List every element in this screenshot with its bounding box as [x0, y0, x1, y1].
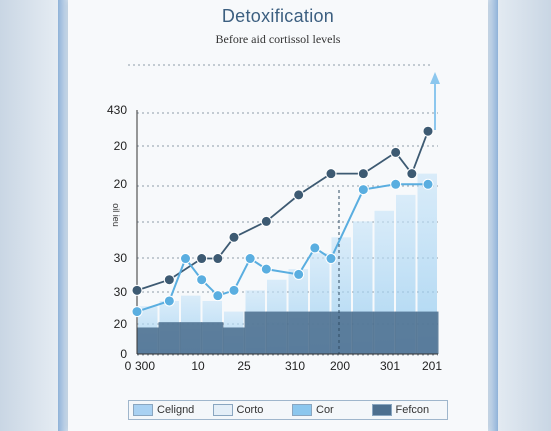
series-point: [260, 215, 272, 227]
y-tick-label: 0: [120, 347, 127, 361]
chart-subtitle: Before aid cortissol levels: [215, 32, 341, 46]
arrow-head: [430, 72, 440, 84]
y-tick-label: 20: [114, 139, 128, 153]
series-point: [196, 274, 208, 286]
series-point: [196, 253, 208, 265]
x-tick-label: 300: [135, 359, 155, 373]
series-point: [163, 295, 175, 307]
legend-label: Celignd: [157, 404, 195, 416]
legend-label: Cor: [316, 404, 334, 416]
area-dark-bar: [287, 311, 310, 354]
y-axis-label: oil ieu: [111, 203, 121, 227]
frame-left-edge: [58, 0, 68, 431]
area-light-bar: [417, 173, 437, 354]
area-dark-bar: [373, 311, 396, 354]
y-tick-label: 30: [114, 285, 128, 299]
series-point: [131, 284, 143, 296]
series-point: [325, 168, 337, 180]
x-tick-label: 200: [330, 359, 350, 373]
series-point: [309, 242, 321, 254]
area-dark-bar: [266, 311, 288, 354]
area-dark-bar: [201, 322, 224, 354]
y-tick-label: 30: [114, 251, 128, 265]
area-dark-bar: [330, 311, 353, 354]
series-point: [406, 168, 418, 180]
series-point: [180, 253, 191, 265]
area-dark-bar: [158, 322, 181, 354]
area-dark-bar: [180, 322, 202, 354]
series-point: [357, 168, 369, 180]
area-dark-bar: [309, 311, 331, 354]
area-dark-bar: [395, 311, 417, 354]
legend-item: Celignd: [133, 404, 209, 416]
legend-swatch: [212, 404, 233, 416]
series-point: [422, 178, 434, 190]
series-point: [228, 231, 240, 243]
chart-title: Detoxification: [221, 6, 335, 26]
series-point: [212, 253, 224, 265]
series-point: [163, 274, 175, 286]
series-point: [212, 290, 224, 302]
legend-item: Fefcon: [371, 404, 448, 416]
legend-item: Cor: [292, 404, 368, 416]
series-point: [293, 268, 305, 280]
area-dark-bar: [352, 311, 374, 354]
x-tick-label: 25: [237, 359, 251, 373]
area-dark-bar: [137, 327, 159, 354]
x-tick-label: 301: [380, 359, 400, 373]
series-point: [390, 146, 402, 158]
series-point: [244, 253, 256, 265]
area-dark-bar: [223, 327, 245, 354]
legend-label: Corto: [236, 404, 264, 416]
x-tick-label: 10: [191, 359, 205, 373]
series-point: [260, 263, 272, 275]
chart-legend: Celignd Corto Cor Fefcon: [128, 400, 448, 420]
y-tick-label: 20: [114, 177, 128, 191]
frame-right-edge: [488, 0, 498, 431]
series-point: [357, 184, 369, 196]
y-tick-label: 430: [107, 103, 127, 117]
area-dark-bar: [416, 311, 439, 354]
series-point: [390, 178, 402, 190]
y-tick-label: 20: [114, 317, 128, 331]
x-origin-label: 0: [125, 359, 132, 373]
legend-item: Corto: [212, 404, 289, 416]
series-point: [131, 306, 143, 318]
x-tick-label: 310: [285, 359, 305, 373]
legend-swatch: [292, 404, 312, 416]
series-point: [325, 253, 337, 265]
x-tick-label: 201: [422, 359, 442, 373]
legend-label: Fefcon: [395, 404, 430, 416]
legend-swatch: [371, 404, 392, 416]
area-dark-bar: [244, 311, 267, 354]
series-point: [228, 284, 240, 296]
legend-swatch: [133, 404, 153, 416]
series-point: [422, 125, 434, 137]
series-point: [293, 189, 305, 201]
